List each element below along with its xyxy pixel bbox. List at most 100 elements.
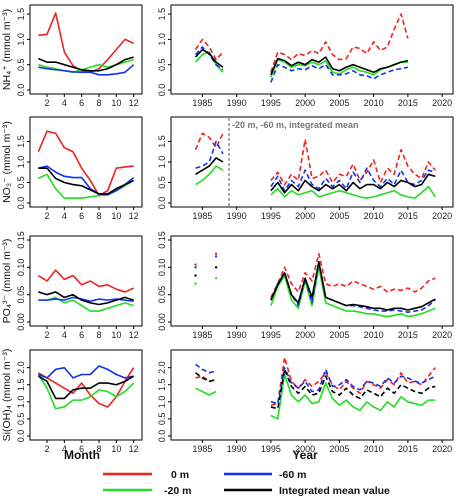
sioh4-year-xtick-label: 2005 (329, 444, 349, 454)
no3-month-plot: 2 4 6 8 10 12 0.0 0.5 1.0 1.5 (16, 130, 139, 221)
po4-year-series-20-m-segment (270, 266, 436, 318)
legend: 0 m -60 m -20 m Integrated mean value (103, 469, 390, 497)
po4-year-xtick-label: 2005 (329, 330, 349, 340)
po4-year-series-0-m-point (214, 252, 218, 255)
nh4-month-xtick-label: 2 (44, 98, 49, 108)
nh4-month-xtick-label: 4 (62, 98, 67, 108)
sioh4-year-series-20-m-segment (270, 373, 436, 420)
sioh4-year-ytick-label: 0.0 (157, 430, 167, 443)
sioh4-month-xtick-label: 8 (96, 444, 101, 454)
po4-year-ytick-label: 0.05 (157, 286, 167, 304)
nh4-month-plot: 2 4 6 8 10 12 0.0 0.5 1.0 1.5 (16, 8, 139, 108)
sioh4-year-ytick-label: 1.0 (157, 396, 167, 409)
nh4-year-xtick-label: 2020 (432, 98, 452, 108)
po4-year-xtick-label: 2020 (432, 330, 452, 340)
no3-month-ytick-label: 0.5 (16, 176, 26, 189)
po4-year-ytick-label: 0.15 (157, 231, 167, 249)
po4-month-ytick-label: 0.15 (16, 231, 26, 249)
no3-year-xtick-label: 2000 (295, 211, 315, 221)
po4-row: PO₄³⁻ (mmol m⁻³) 2 4 6 8 10 12 0.00 0.05 0.10 0.1… (1, 231, 454, 340)
legend-label-60m: -60 m (279, 469, 306, 481)
po4-month-series-integrated-mean-value (38, 291, 134, 306)
nh4-year-xtick-label: 2010 (364, 98, 384, 108)
no3-month-xtick-label: 8 (96, 211, 101, 221)
no3-month-xtick-label: 12 (129, 211, 139, 221)
sioh4-month-ytick-label: 1.0 (16, 396, 26, 409)
sioh4-year-xtick-label: 2000 (295, 444, 315, 454)
sioh4-month-ytick-label: 1.5 (16, 378, 26, 391)
nh4-year-xtick-label: 2015 (398, 98, 418, 108)
no3-year-plot: 1985 1990 1995 2000 2005 2010 2015 2020 0.0 0.5 1.… (157, 132, 452, 221)
po4-month-xtick-label: 2 (44, 330, 49, 340)
no3-year-series-60-m-segment (270, 167, 436, 192)
nh4-year-ytick-label: 0.5 (157, 58, 167, 71)
no3-year-series-60-m-segment (195, 140, 224, 169)
no3-month-xtick-label: 4 (62, 211, 67, 221)
nh4-year-ytick-label: 0.0 (157, 84, 167, 97)
month-axis-label: Month (64, 448, 100, 462)
sioh4-month-ytick-label: 0.5 (16, 413, 26, 426)
po4-month-ytick-label: 0.05 (16, 286, 26, 304)
nh4-year-xtick-label: 2005 (329, 98, 349, 108)
no3-year-xtick-label: 1995 (261, 211, 281, 221)
no3-month-xtick-label: 2 (44, 211, 49, 221)
po4-month-xtick-label: 6 (79, 330, 84, 340)
sioh4-year-ytick-label: 0.5 (157, 413, 167, 426)
no3-year-series-0-m-segment (270, 138, 436, 186)
sioh4-year-ytick-label: 1.5 (157, 378, 167, 391)
no3-month-ytick-label: 1.5 (16, 135, 26, 148)
no3-month-series-0-m (37, 130, 134, 197)
no3-year-xtick-label: 2020 (432, 211, 452, 221)
no3-month-xtick-label: 6 (79, 211, 84, 221)
no3-year-xtick-label: 2015 (398, 211, 418, 221)
sioh4-month-series-0-m (37, 367, 135, 408)
sioh4-year-xtick-label: 2010 (364, 444, 384, 454)
nh4-year-xtick-label: 1985 (192, 98, 212, 108)
po4-year-xtick-label: 2015 (398, 330, 418, 340)
po4-year-ytick-label: 0.10 (157, 259, 167, 277)
year-axis-label: Year (292, 448, 318, 462)
po4-month-ytick-label: 0.10 (16, 259, 26, 277)
no3-year-ytick-label: 1.0 (157, 156, 167, 169)
nh4-row: NH₄⁺ (mmol m⁻³) 2 4 6 8 10 12 0.0 0.5 1.0 1.5 198… (1, 4, 454, 108)
sioh4-year-series-integrated-mean-value-segment (195, 372, 217, 383)
po4-year-plot: 1985 1990 1995 2000 2005 2010 2015 2020 0.00 0.05… (157, 231, 452, 340)
no3-month-ytick-label: 0.0 (16, 197, 26, 210)
po4-month-ytick-label: 0.00 (16, 313, 26, 331)
sioh4-month-series-integrated-mean-value (37, 375, 135, 400)
nh4-year-series-0-m-segment (194, 38, 224, 61)
sioh4-month-series-20-m (37, 374, 135, 410)
po4-month-xtick-label: 8 (96, 330, 101, 340)
nh4-month-xtick-label: 10 (111, 98, 121, 108)
no3-year-series-20-m-segment (195, 165, 224, 186)
sioh4-year-xtick-label: 1995 (261, 444, 281, 454)
legend-label-integrated: Integrated mean value (279, 485, 390, 497)
sioh4-year-series-integrated-mean-value-segment (270, 368, 436, 410)
nh4-year-panel (170, 4, 454, 95)
no3-year-xtick-label: 1985 (192, 211, 212, 221)
po4-year-xtick-label: 2000 (295, 330, 315, 340)
no3-month-series-60-m (38, 165, 135, 196)
sioh4-row: Si(OH)₄ (mmol m⁻³) 2 4 6 8 10 120.00.51.01.52… (1, 349, 454, 454)
po4-year-xtick-label: 1985 (192, 330, 212, 340)
po4-year-series-20-m-point (214, 277, 218, 280)
po4-year-series-0-m-segment (270, 252, 436, 298)
no3-year-series-20-m-segment (270, 185, 436, 199)
no3-year-series-integrated-mean-value-segment (195, 157, 224, 175)
nh4-year-plot: 1985 1990 1995 2000 2005 2010 2015 2020 0.0 0.5 1.… (157, 8, 452, 108)
sioh4-year-ytick-label: 2.0 (157, 361, 167, 374)
po4-year-series-60-m-segment (270, 261, 436, 313)
nh4-month-ytick-label: 0.5 (16, 58, 26, 71)
po4-year-series-integrated-mean-value-point (194, 274, 197, 277)
no3-year-ytick-label: 1.5 (157, 135, 167, 148)
sioh4-year-series-60-m-segment (270, 366, 436, 405)
no3-year-xtick-label: 1990 (227, 211, 247, 221)
po4-year-ytick-label: 0.00 (157, 313, 167, 331)
po4-year-series-integrated-mean-value-segment (270, 261, 436, 311)
no3-year-panel (170, 116, 454, 208)
po4-year-series-60-m-point (214, 255, 218, 258)
legend-label-0m: 0 m (171, 469, 189, 481)
po4-month-xtick-label: 10 (111, 330, 121, 340)
sioh4-year-xtick-label: 1985 (192, 444, 212, 454)
no3-annotation: -20 m, -60 m, integrated mean (232, 120, 359, 130)
